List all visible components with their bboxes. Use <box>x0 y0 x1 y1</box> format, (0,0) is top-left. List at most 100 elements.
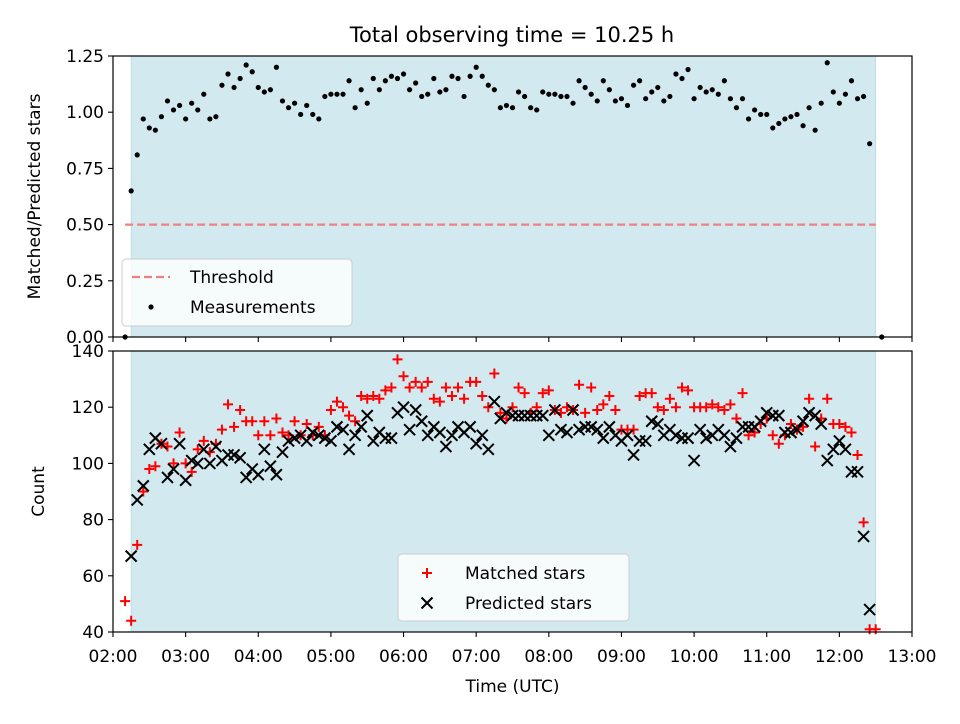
data-point <box>449 73 455 79</box>
data-point <box>808 409 822 422</box>
y-axis-label: Count <box>29 466 49 517</box>
data-point <box>542 429 556 442</box>
data-point <box>459 393 470 404</box>
data-point <box>482 443 495 456</box>
data-point <box>693 423 707 436</box>
data-point <box>324 434 338 448</box>
data-point <box>312 429 326 442</box>
data-point <box>143 443 156 456</box>
data-point <box>719 405 730 416</box>
data-point <box>322 93 328 100</box>
data-point <box>310 111 316 118</box>
data-point <box>709 87 715 93</box>
y-tick-label: 1.25 <box>66 47 104 67</box>
data-point <box>676 382 687 393</box>
data-point <box>298 111 304 118</box>
data-point <box>770 125 776 131</box>
data-point <box>252 468 265 481</box>
data-point <box>767 430 778 441</box>
data-point <box>168 458 179 469</box>
data-point <box>652 402 663 413</box>
data-point <box>235 405 246 416</box>
data-point <box>370 75 376 82</box>
data-point <box>594 98 600 104</box>
data-point <box>764 111 770 118</box>
data-point <box>628 424 639 435</box>
data-point <box>176 102 183 109</box>
data-point <box>646 388 657 399</box>
data-point <box>416 382 427 393</box>
x-tick-label: 04:00 <box>234 647 283 667</box>
data-point <box>782 116 788 122</box>
data-point <box>560 426 574 439</box>
data-point <box>152 127 158 133</box>
data-point <box>186 466 197 477</box>
data-point <box>338 402 349 413</box>
data-point <box>673 71 679 77</box>
data-point <box>400 71 407 77</box>
data-point <box>277 427 288 438</box>
data-point <box>446 390 457 401</box>
data-point <box>134 152 140 158</box>
data-point <box>174 427 185 438</box>
data-point <box>289 416 300 427</box>
data-point <box>243 62 249 68</box>
data-point <box>846 427 857 438</box>
data-point <box>437 89 443 95</box>
data-point <box>860 93 867 100</box>
data-point <box>697 84 703 91</box>
data-point <box>513 382 524 393</box>
data-point <box>261 89 267 95</box>
data-point <box>600 78 606 84</box>
data-point <box>259 416 270 427</box>
data-point <box>392 354 403 365</box>
data-point <box>852 449 863 460</box>
data-point <box>155 437 168 450</box>
data-point <box>603 420 616 434</box>
data-point <box>354 420 368 434</box>
data-point <box>842 91 849 97</box>
data-point <box>285 105 292 111</box>
data-point <box>273 64 280 70</box>
data-point <box>564 93 570 100</box>
data-point <box>495 407 506 418</box>
data-point <box>301 419 312 430</box>
data-point <box>479 73 485 79</box>
data-point <box>604 390 615 401</box>
data-point <box>233 451 247 464</box>
data-point <box>651 417 664 431</box>
data-point <box>836 100 842 106</box>
data-point <box>342 443 356 456</box>
x-axis-label: Time (UTC) <box>465 677 560 697</box>
data-point <box>509 105 516 111</box>
data-point <box>731 413 742 424</box>
data-point <box>737 388 748 399</box>
data-point <box>489 368 500 379</box>
data-point <box>255 84 261 91</box>
data-point <box>639 434 652 448</box>
data-point <box>785 419 796 430</box>
data-point <box>394 75 401 82</box>
data-point <box>330 420 344 434</box>
data-point <box>558 93 564 100</box>
data-point <box>201 91 207 97</box>
data-point <box>497 105 503 111</box>
data-point <box>827 443 840 456</box>
data-point <box>758 111 764 118</box>
data-point <box>621 429 634 442</box>
data-point <box>352 105 358 111</box>
legend-label: Threshold <box>189 268 274 288</box>
y-tick-label: 120 <box>72 398 104 418</box>
data-point <box>586 382 597 393</box>
data-point <box>385 431 398 445</box>
data-point <box>358 87 364 93</box>
data-point <box>267 87 273 93</box>
legend: Threshold Measurements <box>121 258 353 327</box>
data-point <box>812 127 818 133</box>
data-point <box>637 78 643 84</box>
x-tick-label: 03:00 <box>161 647 210 667</box>
data-point <box>463 420 477 434</box>
data-point <box>164 98 171 104</box>
